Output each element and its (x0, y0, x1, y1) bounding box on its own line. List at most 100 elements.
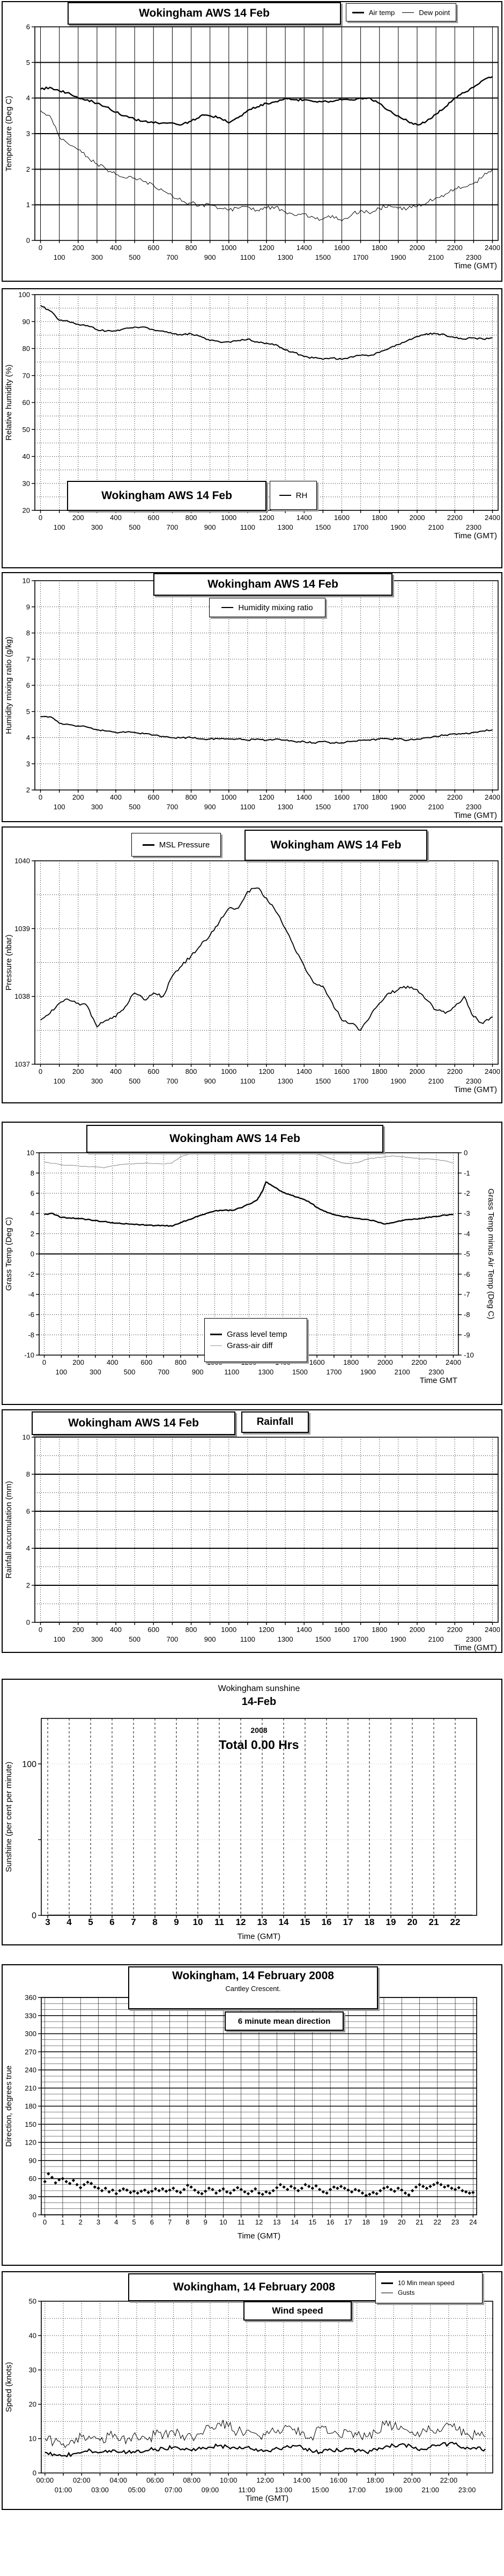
svg-text:4: 4 (26, 1545, 30, 1553)
svg-text:1300: 1300 (278, 523, 293, 531)
svg-text:1600: 1600 (334, 1067, 350, 1075)
legend-item-gusts: Gusts (376, 2288, 420, 2297)
svg-text:11: 11 (238, 2218, 245, 2226)
svg-text:16: 16 (322, 1917, 332, 1927)
svg-text:10: 10 (193, 1917, 203, 1927)
legend-label: Humidity mixing ratio (238, 603, 313, 612)
svg-text:0: 0 (464, 1149, 468, 1157)
chart-panel-humidity-mixing-ratio: 2 3 4 5 6 7 8 9 10 0 100 200 300 400 500 600 700 800 900 10… (2, 572, 502, 822)
temperature-plot: 0 1 2 3 4 5 6 0 100 200 300 400 500 600 700 800 900 1000 1… (4, 23, 500, 270)
sunshine-total: Total 0.00 Hrs (219, 1738, 299, 1752)
svg-text:2300: 2300 (466, 803, 481, 811)
chart-title: Wokingham AWS 14 Feb (244, 830, 427, 861)
svg-text:1500: 1500 (315, 523, 331, 531)
svg-text:9: 9 (26, 603, 30, 611)
legend-label: Gusts (398, 2289, 415, 2296)
badge-text: Wind speed (272, 2306, 323, 2316)
svg-text:2300: 2300 (428, 1368, 444, 1376)
svg-text:200: 200 (72, 1626, 84, 1634)
svg-text:700: 700 (167, 803, 179, 811)
svg-text:1400: 1400 (297, 244, 312, 252)
svg-text:200: 200 (72, 244, 84, 252)
svg-text:400: 400 (110, 1626, 122, 1634)
badge-text: Rainfall (256, 1416, 294, 1428)
svg-text:30: 30 (29, 2366, 36, 2374)
svg-text:900: 900 (192, 1368, 204, 1376)
svg-text:1100: 1100 (240, 1077, 255, 1085)
chart-title: Wokingham AWS 14 Feb (86, 1125, 383, 1153)
svg-text:22: 22 (450, 1917, 461, 1927)
svg-text:6: 6 (26, 682, 30, 690)
svg-text:2000: 2000 (410, 1067, 425, 1075)
svg-text:1: 1 (26, 201, 30, 209)
svg-text:6: 6 (26, 1507, 30, 1516)
badge-text: 6 minute mean direction (238, 2016, 331, 2026)
svg-text:1500: 1500 (292, 1368, 308, 1376)
chart-title: Wokingham, 14 February 2008 (128, 2273, 380, 2301)
svg-text:400: 400 (110, 793, 122, 801)
svg-text:0: 0 (39, 793, 42, 801)
svg-text:01:00: 01:00 (55, 2486, 72, 2494)
svg-text:1800: 1800 (372, 793, 387, 801)
svg-text:1800: 1800 (372, 244, 387, 252)
svg-text:-9: -9 (464, 1331, 470, 1339)
svg-text:600: 600 (147, 1626, 159, 1634)
svg-text:0: 0 (26, 1619, 30, 1627)
svg-text:1039: 1039 (14, 925, 30, 933)
svg-text:1500: 1500 (315, 1635, 331, 1643)
legend-item-air-temp: Air temp (352, 9, 395, 17)
svg-text:70: 70 (23, 371, 30, 379)
svg-text:10: 10 (23, 577, 30, 585)
svg-text:19: 19 (380, 2218, 388, 2226)
svg-text:7: 7 (131, 1917, 136, 1927)
svg-text:90: 90 (29, 2156, 36, 2164)
svg-text:40: 40 (23, 452, 30, 460)
svg-text:5: 5 (88, 1917, 93, 1927)
svg-text:2400: 2400 (485, 1626, 500, 1634)
chart-title-text: Wokingham AWS 14 Feb (270, 839, 402, 851)
svg-text:100: 100 (54, 1635, 65, 1643)
svg-text:900: 900 (204, 523, 216, 531)
svg-text:19:00: 19:00 (385, 2486, 403, 2494)
svg-text:30: 30 (23, 479, 30, 487)
svg-text:60: 60 (23, 399, 30, 407)
legend-label: 10 Min mean speed (398, 2279, 455, 2287)
svg-text:Time (GMT): Time (GMT) (246, 2494, 288, 2503)
svg-text:2200: 2200 (447, 244, 463, 252)
svg-text:22:00: 22:00 (440, 2476, 458, 2484)
svg-text:1000: 1000 (221, 1626, 236, 1634)
legend: Humidity mixing ratio (209, 598, 325, 617)
svg-text:300: 300 (91, 803, 103, 811)
svg-text:3: 3 (26, 130, 30, 138)
svg-text:4: 4 (114, 2218, 118, 2226)
svg-text:7: 7 (168, 2218, 172, 2226)
svg-text:3: 3 (26, 760, 30, 768)
legend: MSL Pressure (131, 833, 221, 857)
svg-text:11: 11 (214, 1917, 224, 1927)
svg-text:50: 50 (23, 426, 30, 434)
legend-item-hmr: Humidity mixing ratio (221, 603, 313, 612)
svg-text:1000: 1000 (221, 244, 236, 252)
legend-item-rh: RH (279, 491, 307, 500)
svg-text:2000: 2000 (410, 793, 425, 801)
svg-text:-6: -6 (464, 1270, 470, 1278)
svg-text:1800: 1800 (343, 1358, 359, 1366)
svg-text:800: 800 (186, 1626, 197, 1634)
svg-text:-6: -6 (28, 1311, 34, 1319)
grass-temp-line-sample (210, 1334, 222, 1335)
svg-text:10: 10 (29, 2435, 36, 2443)
svg-text:1000: 1000 (221, 1067, 236, 1075)
svg-text:06:00: 06:00 (146, 2476, 164, 2484)
svg-text:800: 800 (186, 514, 197, 522)
svg-text:1: 1 (61, 2218, 64, 2226)
svg-text:2200: 2200 (447, 793, 463, 801)
svg-text:1300: 1300 (278, 1635, 293, 1643)
svg-text:800: 800 (186, 244, 197, 252)
svg-text:13: 13 (257, 1917, 268, 1927)
svg-text:360: 360 (25, 1994, 36, 2002)
chart-title-text: Wokingham AWS 14 Feb (68, 1417, 199, 1429)
svg-text:1900: 1900 (390, 253, 406, 261)
svg-text:10: 10 (219, 2218, 227, 2226)
svg-text:1200: 1200 (259, 793, 275, 801)
chart-title: Wokingham AWS 14 Feb (153, 573, 392, 596)
